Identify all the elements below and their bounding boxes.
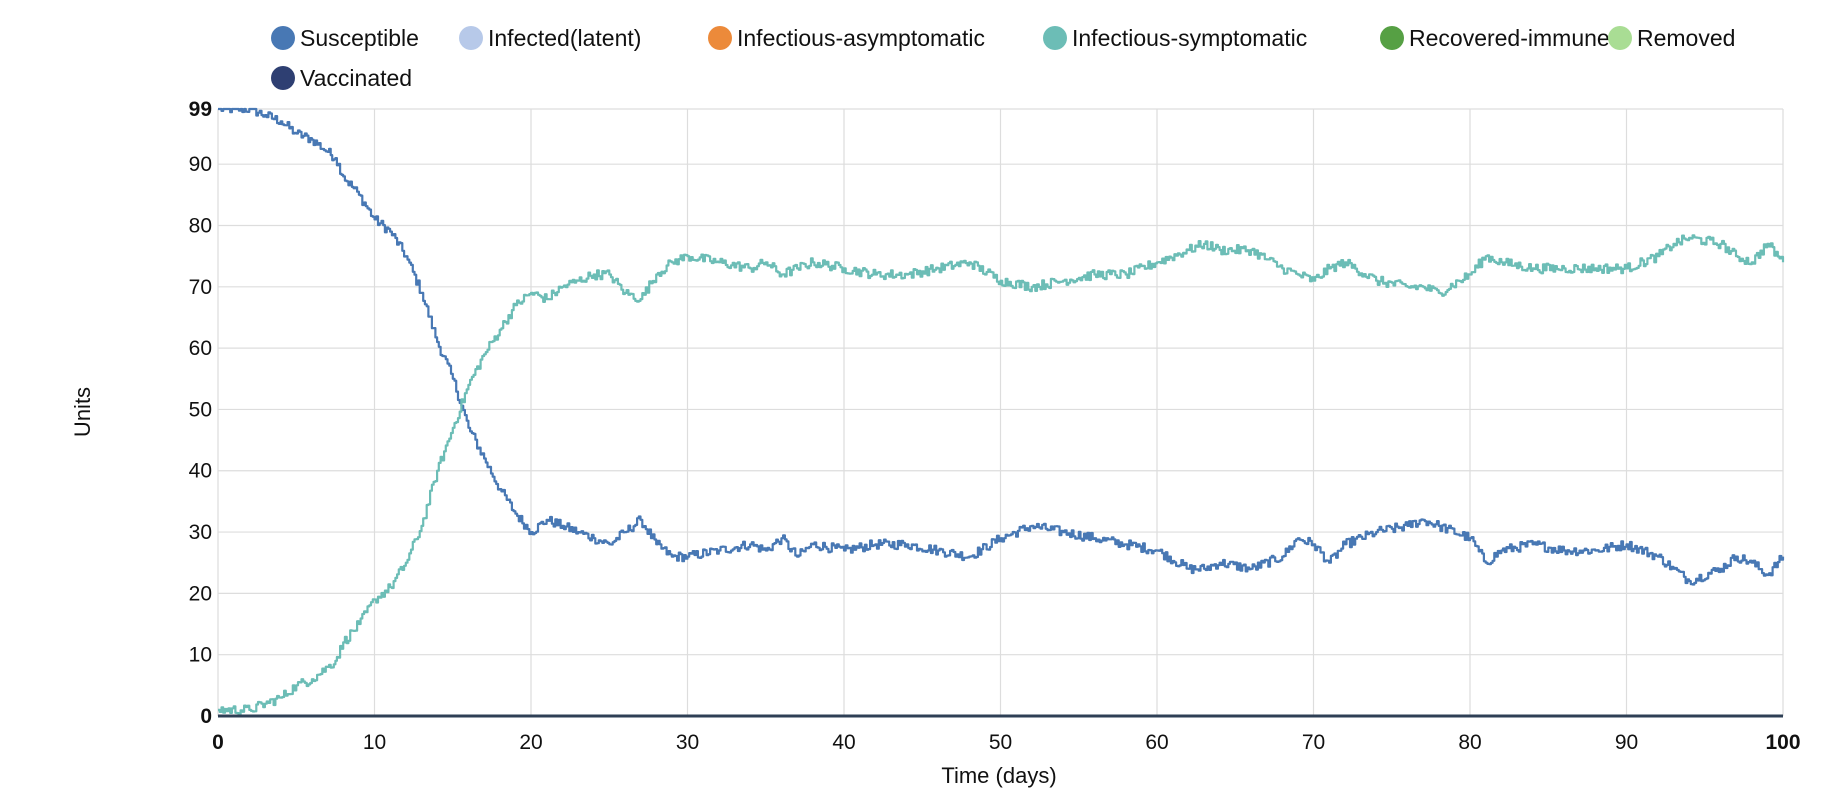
legend-label: Infectious-symptomatic: [1072, 25, 1307, 51]
x-tick-label: 80: [1458, 731, 1481, 754]
legend-label: Infectious-asymptomatic: [737, 25, 985, 51]
x-tick-label: 30: [676, 731, 699, 754]
legend-label: Removed: [1637, 25, 1735, 51]
legend-label: Susceptible: [300, 25, 419, 51]
x-tick-label: 70: [1302, 731, 1325, 754]
legend-swatch: [271, 26, 295, 50]
gridlines: [217, 108, 1784, 717]
legend-label: Vaccinated: [300, 65, 412, 91]
series-line-susceptible: [218, 107, 1785, 586]
legend-label: Infected(latent): [488, 25, 641, 51]
y-tick-label: 50: [189, 398, 212, 421]
legend-swatch: [1608, 26, 1632, 50]
legend-swatch: [459, 26, 483, 50]
y-tick-label: 40: [189, 460, 212, 483]
x-tick-label: 20: [519, 731, 542, 754]
legend-item-susceptible[interactable]: Susceptible: [271, 25, 419, 51]
legend-item-vaccinated[interactable]: Vaccinated: [271, 65, 412, 91]
y-tick-label: 0: [200, 705, 212, 728]
legend-item-recovered-immune[interactable]: Recovered-immune: [1380, 25, 1610, 51]
x-tick-label: 0: [212, 731, 224, 754]
x-tick-label: 40: [832, 731, 855, 754]
legend-item-infectious-symptomatic[interactable]: Infectious-symptomatic: [1043, 25, 1307, 51]
x-tick-label: 50: [989, 731, 1012, 754]
legend: Susceptible Infected(latent) Infectious-as…: [271, 25, 1735, 91]
x-tick-label: 10: [363, 731, 386, 754]
x-tick-label: 60: [1145, 731, 1168, 754]
y-tick-label: 30: [189, 521, 212, 544]
legend-swatch: [708, 26, 732, 50]
series-line-infectious-symptomatic: [218, 234, 1785, 716]
legend-swatch: [1380, 26, 1404, 50]
legend-item-infectious-asymptomatic[interactable]: Infectious-asymptomatic: [708, 25, 985, 51]
y-tick-label: 60: [189, 337, 212, 360]
y-tick-label: 80: [189, 214, 212, 237]
axes: 0 10 20 30 40 50 60 70 80 90 100 0 10 20 30 40 50 60 70 80 9…: [189, 98, 1801, 754]
y-axis-title: Units: [70, 387, 95, 437]
x-axis-title: Time (days): [941, 763, 1056, 788]
y-tick-label: 99: [189, 98, 212, 121]
y-tick-label: 10: [189, 644, 212, 667]
legend-swatch: [271, 66, 295, 90]
x-tick-label: 90: [1615, 731, 1638, 754]
legend-item-removed[interactable]: Removed: [1608, 25, 1735, 51]
y-tick-label: 90: [189, 153, 212, 176]
legend-label: Recovered-immune: [1409, 25, 1610, 51]
legend-item-infected-latent[interactable]: Infected(latent): [459, 25, 641, 51]
y-tick-label: 20: [189, 582, 212, 605]
y-tick-label: 70: [189, 276, 212, 299]
legend-swatch: [1043, 26, 1067, 50]
x-tick-label: 100: [1765, 731, 1800, 754]
